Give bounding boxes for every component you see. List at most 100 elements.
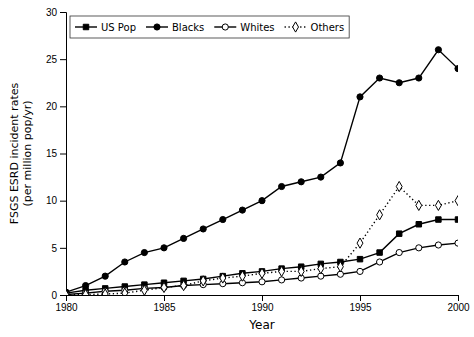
x-tick-mark	[164, 295, 165, 301]
y-tick-mark	[60, 248, 66, 249]
y-tick: 0	[51, 290, 66, 301]
legend-marker	[222, 24, 228, 30]
y-tick: 10	[46, 195, 66, 206]
y-axis-line	[60, 13, 67, 296]
point	[279, 266, 285, 276]
point	[83, 282, 89, 288]
point	[181, 280, 187, 290]
point	[141, 249, 147, 255]
y-axis: 0 5 10 15 20 25 30	[46, 7, 67, 301]
legend-marker	[293, 22, 299, 32]
legend-label: Whites	[240, 22, 274, 33]
point	[396, 231, 401, 236]
point	[396, 249, 402, 255]
point	[416, 222, 421, 227]
legend: US Pop Blacks Whites Others	[70, 16, 349, 38]
point	[161, 282, 167, 292]
x-tick-label: 2000	[447, 302, 470, 313]
y-tick-mark	[60, 59, 66, 60]
point	[455, 196, 458, 206]
y-tick: 20	[46, 101, 66, 112]
y-axis-title: (per million pop/yr)	[21, 101, 34, 207]
point	[220, 273, 226, 283]
series	[66, 240, 458, 295]
point	[455, 66, 458, 72]
legend-entry: Blacks	[146, 22, 204, 33]
legend-entry: Whites	[214, 22, 274, 33]
y-tick-label: 10	[46, 195, 58, 206]
y-tick-label: 15	[46, 148, 58, 159]
x-axis-line	[67, 296, 459, 302]
plot: 1980 1985 1990 1995 2000 0 5 10 15 20 25 30 US Pop Bl…	[46, 7, 470, 313]
series	[66, 181, 458, 295]
point	[259, 198, 265, 204]
legend-marker	[83, 24, 88, 29]
point	[259, 279, 265, 285]
point	[181, 235, 187, 241]
x-tick-mark	[458, 295, 459, 301]
legend-label: US Pop	[101, 22, 136, 33]
point	[357, 256, 362, 261]
legend-label: Blacks	[172, 22, 204, 33]
point	[455, 217, 458, 222]
y-tick-mark	[60, 106, 66, 107]
point	[377, 250, 382, 255]
y-tick-mark	[60, 12, 66, 13]
point	[337, 160, 343, 166]
point	[200, 226, 206, 232]
point	[279, 183, 285, 189]
x-tick-label: 1980	[55, 302, 78, 313]
x-tick: 1980	[55, 295, 78, 313]
x-tick-label: 1995	[349, 302, 372, 313]
y-tick: 25	[46, 54, 66, 65]
point	[239, 207, 245, 213]
point	[200, 276, 206, 286]
legend-marker	[154, 24, 160, 30]
chart: 1980 1985 1990 1995 2000 0 5 10 15 20 25 30 US Pop Bl…	[0, 0, 474, 337]
y-tick: 15	[46, 148, 66, 159]
point	[396, 181, 402, 191]
point	[435, 47, 441, 53]
point	[122, 288, 128, 295]
legend-frame	[70, 16, 349, 38]
point	[455, 240, 458, 246]
point	[357, 238, 363, 248]
point	[435, 242, 441, 248]
point	[141, 285, 147, 295]
point	[357, 94, 363, 100]
point	[259, 268, 265, 278]
line	[66, 187, 458, 295]
point	[396, 80, 402, 86]
x-axis-title: Year	[248, 318, 274, 332]
y-tick: 30	[46, 7, 66, 18]
point	[279, 277, 285, 283]
y-tick-mark	[60, 295, 66, 296]
x-tick-mark	[262, 295, 263, 301]
x-tick: 1990	[251, 295, 274, 313]
y-tick-mark	[60, 154, 66, 155]
point	[435, 200, 441, 210]
line	[66, 243, 458, 294]
point	[161, 245, 167, 251]
point	[66, 290, 69, 295]
point	[102, 289, 108, 295]
point	[337, 262, 343, 272]
x-axis: 1980 1985 1990 1995 2000	[55, 295, 470, 313]
x-tick-label: 1985	[153, 302, 176, 313]
point	[298, 266, 304, 276]
point	[416, 200, 422, 210]
legend-label: Others	[311, 22, 345, 33]
series	[66, 217, 458, 295]
y-tick: 5	[51, 243, 66, 254]
point	[436, 217, 441, 222]
point	[239, 271, 245, 281]
line	[66, 220, 458, 294]
y-tick-label: 25	[46, 54, 58, 65]
point	[83, 289, 89, 295]
point	[416, 75, 422, 81]
point	[318, 263, 324, 273]
legend-entry: Others	[285, 22, 345, 33]
point	[318, 174, 324, 180]
point	[377, 210, 383, 220]
y-tick-mark	[60, 201, 66, 202]
